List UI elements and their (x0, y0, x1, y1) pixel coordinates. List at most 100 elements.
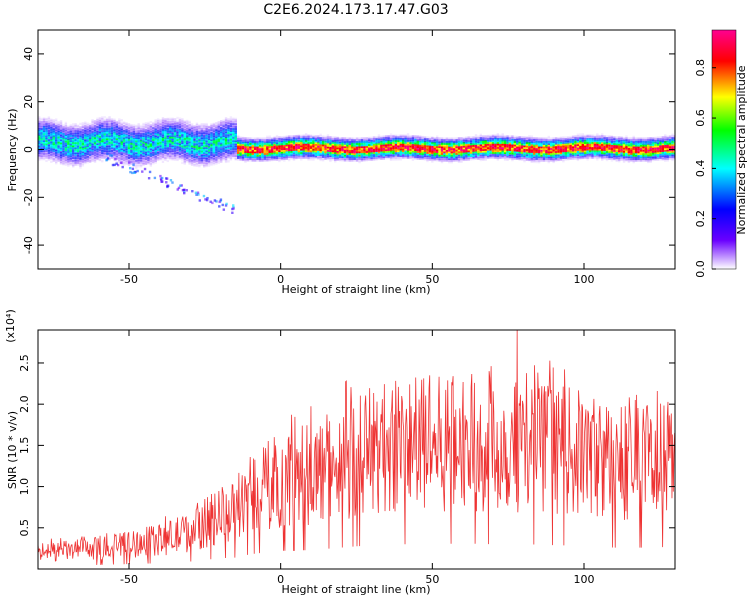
heatmap-cell (76, 141, 80, 144)
heatmap-cell (346, 149, 349, 152)
heatmap-cell (42, 151, 46, 154)
heatmap-cell (651, 158, 655, 162)
heatmap-cell (552, 138, 555, 142)
heatmap-cell (215, 152, 218, 155)
heatmap-cell (501, 154, 504, 158)
heatmap-cell (673, 146, 675, 150)
heatmap-cell (445, 154, 449, 157)
heatmap-cell (321, 150, 325, 153)
heatmap-cell (452, 150, 456, 154)
heatmap-cell (105, 124, 109, 127)
heatmap-cell (239, 146, 242, 150)
heatmap-cell (443, 154, 446, 157)
heatmap-cell (341, 140, 344, 143)
heatmap-cell (212, 127, 216, 131)
heatmap-cell (156, 130, 160, 133)
heatmap-cell (346, 157, 349, 160)
heatmap-cell (127, 123, 131, 126)
heatmap-cell (203, 159, 206, 163)
heatmap-cell (297, 156, 301, 159)
heatmap-cell (452, 155, 456, 159)
heatmap-cell (482, 143, 485, 146)
heatmap-cell (416, 135, 419, 138)
heatmap-cell (513, 147, 517, 150)
heatmap-cell (108, 131, 111, 134)
heatmap-cell (397, 136, 400, 139)
heatmap-cell (564, 151, 567, 154)
heatmap-cell (239, 136, 242, 140)
heatmap-cell (571, 155, 575, 159)
heatmap-cell (232, 122, 235, 126)
heatmap-cell (224, 133, 228, 137)
heatmap-cell (108, 124, 111, 127)
heatmap-cell (513, 140, 517, 144)
heatmap-cell (365, 143, 368, 147)
heatmap-cell (161, 123, 165, 127)
heatmap-cell (198, 139, 201, 143)
heatmap-cell (292, 158, 296, 161)
heatmap-cell (423, 136, 427, 139)
heatmap-cell (234, 142, 237, 146)
heatmap-cell (605, 150, 609, 153)
heatmap-cell (651, 143, 655, 147)
heatmap-cell (113, 135, 116, 138)
heatmap-cell (137, 133, 140, 136)
heatmap-cell (574, 147, 577, 150)
heatmap-cell (625, 148, 628, 152)
heatmap-cell (372, 138, 376, 141)
heatmap-cell (261, 157, 264, 160)
heatmap-cell (540, 140, 543, 144)
heatmap-cell (416, 153, 419, 157)
heatmap-cell (181, 151, 184, 155)
heatmap-cell (76, 146, 80, 149)
heatmap-cell (81, 162, 85, 165)
heatmap-cell (142, 146, 145, 149)
heatmap-cell (603, 155, 606, 158)
heatmap-cell (321, 147, 325, 150)
heatmap-cell (91, 120, 94, 124)
heatmap-cell (261, 144, 264, 147)
heatmap-cell (159, 137, 162, 141)
heatmap-cell (380, 145, 383, 149)
heatmap-cell (351, 152, 354, 155)
heatmap-cell (251, 154, 254, 157)
heatmap-cell (385, 157, 388, 160)
heatmap-cell (518, 149, 521, 152)
heatmap-cell (183, 140, 186, 144)
heatmap-cell (62, 157, 65, 161)
heatmap-cell (81, 123, 85, 127)
heatmap-cell (232, 131, 235, 134)
heatmap-cell (394, 134, 398, 138)
heatmap-cell (154, 120, 157, 124)
heatmap-cell (338, 140, 342, 143)
heatmap-cell (183, 154, 186, 157)
heatmap-cell (372, 158, 376, 161)
heatmap-cell (489, 151, 492, 154)
heatmap-cell (479, 155, 483, 158)
heatmap-cell (195, 142, 199, 146)
heatmap-cell (91, 122, 94, 125)
heatmap-cell (283, 159, 286, 162)
heatmap-cell (147, 121, 150, 125)
heatmap-cell (93, 126, 97, 130)
heatmap-cell (98, 133, 102, 137)
heatmap-cell (596, 151, 599, 154)
heatmap-cell (234, 134, 237, 137)
heatmap-cell (455, 140, 458, 144)
heatmap-cell (98, 123, 102, 127)
heatmap-cell (491, 136, 495, 139)
heatmap-cell (647, 159, 650, 162)
heatmap-cell (326, 137, 330, 141)
heatmap-cell (506, 151, 509, 155)
heatmap-cell (173, 141, 177, 144)
heatmap-cell (270, 147, 274, 150)
heatmap-cell (45, 151, 48, 154)
heatmap-cell (426, 139, 429, 143)
heatmap-cell (375, 137, 378, 141)
heatmap-cell (581, 138, 584, 141)
heatmap-cell (217, 144, 220, 147)
heatmap-cell (229, 149, 233, 153)
heatmap-cell (414, 157, 417, 160)
heatmap-cell (205, 164, 208, 168)
heatmap-cell (42, 154, 46, 157)
